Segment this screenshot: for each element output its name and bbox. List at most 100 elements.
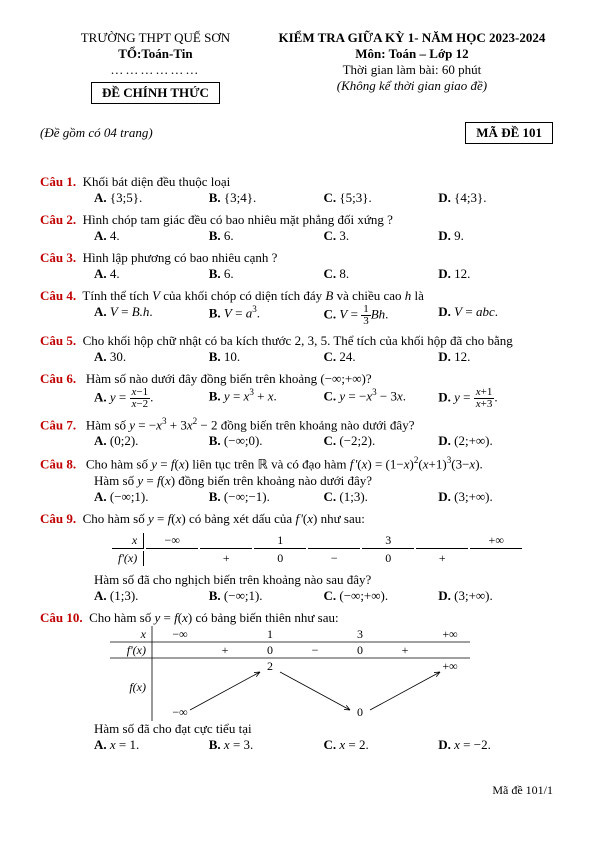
exam-code-box: MÃ ĐỀ 101 xyxy=(465,122,553,144)
header-right: KIỂM TRA GIỮA KỲ 1- NĂM HỌC 2023-2024 Mô… xyxy=(271,30,553,104)
option: B. 10. xyxy=(209,349,324,365)
option: A. 4. xyxy=(94,228,209,244)
options-row: A. 4.B. 6.C. 8.D. 12. xyxy=(94,266,553,282)
option: A. {3;5}. xyxy=(94,190,209,206)
option: D. (3;+∞). xyxy=(438,588,553,604)
question-label: Câu 2. xyxy=(40,212,76,227)
option: C. (1;3). xyxy=(324,489,439,505)
svg-text:x: x xyxy=(140,627,147,641)
dot-line: ……………… xyxy=(40,62,271,78)
svg-text:+∞: +∞ xyxy=(442,659,457,673)
question-label: Câu 1. xyxy=(40,174,76,189)
question: Câu 4. Tính thể tích V của khối chóp có … xyxy=(40,288,553,327)
svg-text:−∞: −∞ xyxy=(172,705,187,719)
question-head: Câu 7. Hàm số y = −x3 + 3x2 − 2 đồng biế… xyxy=(40,416,553,433)
option: C. 3. xyxy=(324,228,439,244)
pages-row: (Đề gồm có 04 trang) MÃ ĐỀ 101 xyxy=(40,122,553,144)
header-block: TRƯỜNG THPT QUẾ SƠN TỔ:Toán-Tin ……………… Đ… xyxy=(40,30,553,104)
option: B. 6. xyxy=(209,228,324,244)
option: A. y = x−1x−2. xyxy=(94,387,209,410)
svg-text:0: 0 xyxy=(357,705,363,719)
options-row: A. y = x−1x−2.B. y = x3 + x.C. y = −x3 −… xyxy=(94,387,553,410)
option: B. (−∞;1). xyxy=(209,588,324,604)
question-label: Câu 6. xyxy=(40,371,76,386)
option: D. (2;+∞). xyxy=(438,433,553,449)
question-label: Câu 10. xyxy=(40,610,83,625)
option: A. (−∞;1). xyxy=(94,489,209,505)
pages-left: (Đề gồm có 04 trang) xyxy=(40,125,153,141)
options-row: A. (0;2).B. (−∞;0).C. (−2;2).D. (2;+∞). xyxy=(94,433,553,449)
question-head: Câu 8. Cho hàm số y = f(x) liên tục trên… xyxy=(40,455,553,472)
svg-text:f(x): f(x) xyxy=(129,680,146,694)
svg-text:1: 1 xyxy=(267,627,273,641)
options-row: A. {3;5}.B. {3;4}.C. {5;3}.D. {4;3}. xyxy=(94,190,553,206)
svg-text:−∞: −∞ xyxy=(172,627,187,641)
option: B. x = 3. xyxy=(209,737,324,753)
header-left: TRƯỜNG THPT QUẾ SƠN TỔ:Toán-Tin ……………… Đ… xyxy=(40,30,271,104)
question-subtext: Hàm số đã cho đạt cực tiểu tại xyxy=(94,721,553,737)
svg-text:−: − xyxy=(312,643,319,657)
option: D. 12. xyxy=(438,349,553,365)
question-label: Câu 9. xyxy=(40,511,76,526)
options-row: A. V = B.h.B. V = a3.C. V = 13Bh.D. V = … xyxy=(94,304,553,327)
question-head: Câu 6. Hàm số nào dưới đây đồng biến trê… xyxy=(40,371,553,387)
variation-chart: x f'(x) f(x) −∞ 1 3 +∞ +0 − 0 + −∞ 2 0 +∞ xyxy=(110,626,470,721)
option: D. x = −2. xyxy=(438,737,553,753)
option: A. x = 1. xyxy=(94,737,209,753)
official-box: ĐỀ CHÍNH THỨC xyxy=(91,82,220,104)
question-head: Câu 1. Khối bát diện đều thuộc loại xyxy=(40,174,553,190)
option: B. V = a3. xyxy=(209,304,324,327)
question: Câu 9. Cho hàm số y = f(x) có bảng xét d… xyxy=(40,511,553,604)
option: B. 6. xyxy=(209,266,324,282)
option: B. y = x3 + x. xyxy=(209,387,324,410)
school-name: TRƯỜNG THPT QUẾ SƠN xyxy=(40,30,271,46)
svg-text:3: 3 xyxy=(357,627,363,641)
svg-text:+∞: +∞ xyxy=(442,627,457,641)
svg-text:+: + xyxy=(222,643,229,657)
exam-title: KIỂM TRA GIỮA KỲ 1- NĂM HỌC 2023-2024 xyxy=(271,30,553,46)
option: A. (0;2). xyxy=(94,433,209,449)
duration-line: Thời gian làm bài: 60 phút xyxy=(271,62,553,78)
option: C. 8. xyxy=(324,266,439,282)
sign-table: x−∞13+∞f'(x)+0−0+ xyxy=(110,531,524,568)
options-row: A. 4.B. 6.C. 3.D. 9. xyxy=(94,228,553,244)
svg-text:0: 0 xyxy=(357,643,363,657)
option: C. (−∞;+∞). xyxy=(324,588,439,604)
option: C. y = −x3 − 3x. xyxy=(324,387,439,410)
option: B. (−∞;−1). xyxy=(209,489,324,505)
option: D. 9. xyxy=(438,228,553,244)
question: Câu 1. Khối bát diện đều thuộc loạiA. {3… xyxy=(40,174,553,206)
option: A. 4. xyxy=(94,266,209,282)
question: Câu 10. Cho hàm số y = f(x) có bảng biến… xyxy=(40,610,553,753)
svg-text:0: 0 xyxy=(267,643,273,657)
options-row: A. x = 1.B. x = 3.C. x = 2.D. x = −2. xyxy=(94,737,553,753)
question-head: Câu 9. Cho hàm số y = f(x) có bảng xét d… xyxy=(40,511,553,527)
question-head: Câu 2. Hình chóp tam giác đều có bao nhi… xyxy=(40,212,553,228)
question-label: Câu 4. xyxy=(40,288,76,303)
svg-text:f'(x): f'(x) xyxy=(127,643,146,657)
option: D. y = x+1x+3. xyxy=(438,387,553,410)
question-head: Câu 4. Tính thể tích V của khối chóp có … xyxy=(40,288,553,304)
question: Câu 7. Hàm số y = −x3 + 3x2 − 2 đồng biế… xyxy=(40,416,553,449)
option: D. 12. xyxy=(438,266,553,282)
option: C. V = 13Bh. xyxy=(324,304,439,327)
footer-text: Mã đề 101/1 xyxy=(40,783,553,798)
question: Câu 2. Hình chóp tam giác đều có bao nhi… xyxy=(40,212,553,244)
option: D. (3;+∞). xyxy=(438,489,553,505)
question: Câu 6. Hàm số nào dưới đây đồng biến trê… xyxy=(40,371,553,410)
question: Câu 3. Hình lập phương có bao nhiêu cạnh… xyxy=(40,250,553,282)
svg-text:+: + xyxy=(402,643,409,657)
question-head: Câu 3. Hình lập phương có bao nhiêu cạnh… xyxy=(40,250,553,266)
option: D. V = abc. xyxy=(438,304,553,327)
options-row: A. (−∞;1).B. (−∞;−1).C. (1;3).D. (3;+∞). xyxy=(94,489,553,505)
note-line: (Không kể thời gian giao đề) xyxy=(271,78,553,94)
question-subtext: Hàm số đã cho nghịch biến trên khoảng nà… xyxy=(94,572,553,588)
dept-name: TỔ:Toán-Tin xyxy=(40,46,271,62)
option: C. {5;3}. xyxy=(324,190,439,206)
question-label: Câu 3. xyxy=(40,250,76,265)
question-label: Câu 8. xyxy=(40,457,76,472)
option: D. {4;3}. xyxy=(438,190,553,206)
svg-text:2: 2 xyxy=(267,659,273,673)
question: Câu 5. Cho khối hộp chữ nhật có ba kích … xyxy=(40,333,553,365)
option: C. (−2;2). xyxy=(324,433,439,449)
